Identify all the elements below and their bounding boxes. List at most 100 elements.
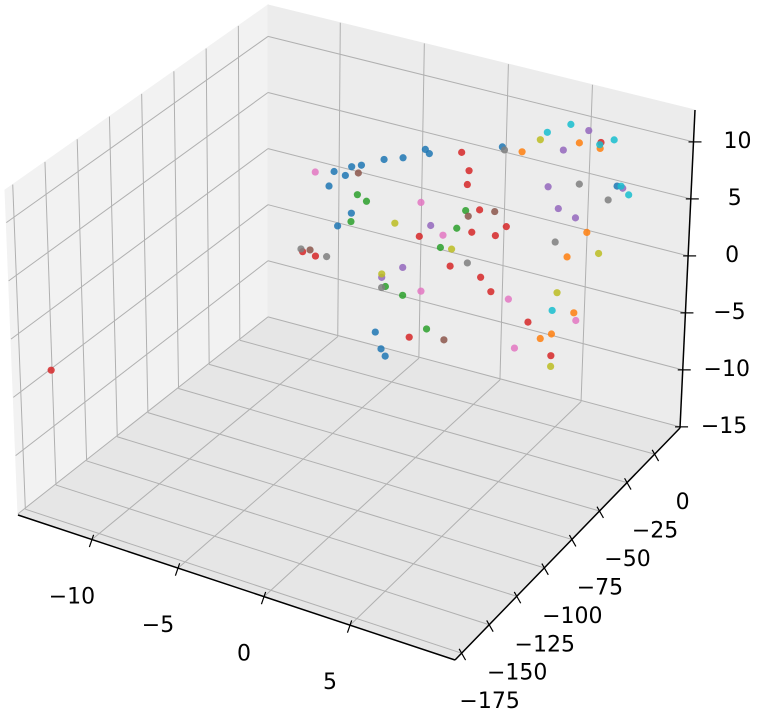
y-tick-label: 0 bbox=[676, 490, 690, 515]
point bbox=[585, 126, 593, 135]
point bbox=[547, 330, 556, 338]
grid-line bbox=[76, 139, 88, 461]
grid-line bbox=[263, 379, 501, 598]
grid-line bbox=[173, 71, 180, 389]
point bbox=[543, 128, 551, 136]
grid-line bbox=[337, 22, 341, 337]
point bbox=[596, 141, 604, 149]
grid-line bbox=[55, 484, 490, 626]
point bbox=[458, 148, 466, 156]
point bbox=[399, 291, 407, 299]
point bbox=[399, 263, 407, 272]
point bbox=[334, 222, 342, 230]
y-tick bbox=[513, 591, 522, 604]
grid-line bbox=[91, 336, 339, 540]
point bbox=[405, 333, 413, 341]
point bbox=[468, 228, 476, 236]
point bbox=[567, 120, 575, 128]
point bbox=[297, 245, 305, 253]
point bbox=[436, 243, 444, 252]
grid-line bbox=[12, 204, 269, 398]
y-tick bbox=[568, 534, 577, 547]
point bbox=[594, 249, 603, 258]
grid-line bbox=[237, 25, 241, 341]
point bbox=[504, 295, 512, 303]
point bbox=[572, 316, 580, 325]
point bbox=[464, 212, 472, 220]
z-axis-line bbox=[679, 109, 696, 429]
x-tick bbox=[88, 534, 95, 548]
point bbox=[330, 167, 338, 176]
y-axis-line bbox=[454, 427, 681, 661]
y-tick bbox=[624, 477, 632, 490]
grid-line bbox=[209, 363, 628, 484]
point bbox=[439, 231, 447, 239]
point bbox=[378, 283, 386, 292]
x-tick bbox=[174, 563, 181, 576]
grid-line bbox=[44, 161, 57, 486]
point bbox=[371, 328, 379, 336]
point bbox=[610, 136, 618, 144]
y-tick-label: −150 bbox=[487, 661, 547, 686]
grid-line bbox=[17, 316, 269, 515]
point bbox=[536, 136, 544, 144]
point bbox=[465, 167, 473, 175]
point bbox=[570, 309, 578, 317]
point bbox=[463, 259, 471, 267]
z-tick-label: −15 bbox=[701, 414, 747, 439]
point bbox=[477, 273, 485, 281]
y-tick-label: −25 bbox=[632, 519, 678, 544]
grid-line bbox=[239, 339, 655, 455]
x-tick-label: −10 bbox=[49, 585, 95, 610]
point bbox=[563, 253, 571, 261]
point bbox=[617, 182, 625, 190]
grid-line bbox=[267, 316, 681, 428]
x-tick bbox=[260, 591, 267, 605]
x-tick-label: −5 bbox=[142, 613, 174, 638]
point bbox=[417, 287, 425, 295]
point bbox=[510, 344, 519, 352]
x-tick-label: 5 bbox=[323, 670, 337, 695]
grid-line bbox=[108, 116, 118, 437]
grid-line bbox=[25, 508, 462, 654]
grid-line bbox=[15, 260, 269, 456]
y-tick bbox=[596, 506, 604, 519]
point bbox=[463, 180, 471, 189]
x-tick-label: 0 bbox=[237, 642, 251, 667]
y-tick bbox=[486, 620, 494, 632]
y-tick-label: −175 bbox=[459, 689, 519, 714]
y-tick bbox=[458, 648, 467, 661]
grid-line bbox=[177, 357, 420, 569]
point bbox=[583, 228, 591, 237]
grid-line bbox=[86, 460, 517, 597]
grid-line bbox=[147, 412, 573, 540]
x-tick bbox=[346, 620, 353, 633]
grid-line bbox=[580, 84, 593, 402]
point bbox=[425, 150, 433, 158]
point bbox=[518, 148, 526, 156]
point bbox=[551, 238, 559, 246]
z-tick-label: −5 bbox=[713, 300, 745, 325]
point bbox=[353, 191, 361, 199]
point bbox=[422, 325, 431, 333]
grid-line bbox=[267, 148, 689, 257]
grid-line bbox=[205, 48, 210, 365]
point bbox=[347, 209, 355, 217]
point bbox=[571, 214, 580, 222]
point bbox=[440, 336, 448, 344]
x-axis-line bbox=[17, 514, 456, 661]
point bbox=[524, 318, 532, 326]
point bbox=[47, 366, 55, 374]
z-tick-label: −10 bbox=[704, 357, 750, 382]
point bbox=[500, 146, 509, 154]
point bbox=[604, 196, 612, 204]
point bbox=[348, 163, 356, 171]
grid-line bbox=[349, 401, 582, 626]
point bbox=[380, 155, 388, 164]
point bbox=[323, 253, 331, 261]
grid-line bbox=[178, 388, 600, 512]
z-tick-label: 5 bbox=[728, 186, 742, 211]
y-tick bbox=[651, 449, 660, 462]
